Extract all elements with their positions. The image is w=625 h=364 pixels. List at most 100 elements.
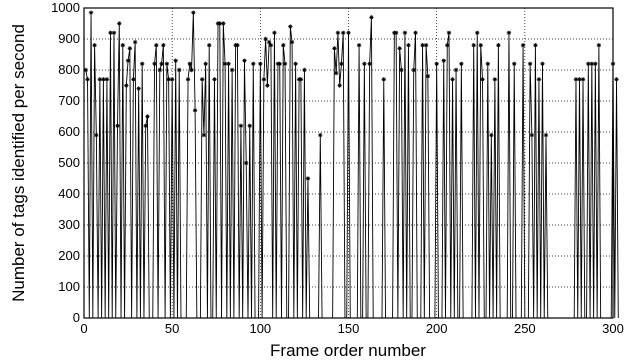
- data-point: [258, 61, 263, 66]
- data-point: [536, 77, 542, 82]
- data-point: [125, 58, 131, 63]
- data-point: [573, 77, 579, 82]
- data-point: [261, 77, 267, 82]
- data-point: [263, 36, 268, 42]
- data-point: [577, 77, 582, 82]
- data-point: [238, 123, 244, 128]
- data-point: [94, 132, 99, 138]
- data-point: [268, 43, 274, 48]
- data-point: [157, 67, 163, 73]
- data-point: [185, 77, 191, 82]
- data-point: [221, 21, 226, 26]
- data-point: [589, 61, 595, 66]
- data-point: [120, 43, 125, 48]
- data-point: [277, 61, 282, 66]
- data-point: [333, 70, 339, 76]
- data-point: [101, 77, 106, 82]
- x-tick-label: 200: [426, 321, 448, 336]
- data-point: [381, 77, 386, 82]
- data-point: [192, 108, 198, 113]
- x-tick-label: 250: [514, 321, 536, 336]
- data-point: [203, 61, 208, 66]
- y-tick-label: 500: [58, 155, 80, 170]
- data-point: [341, 30, 346, 35]
- data-point: [191, 10, 196, 15]
- data-point: [166, 77, 171, 82]
- data-point: [159, 61, 164, 66]
- data-point: [506, 30, 512, 35]
- data-point: [453, 67, 459, 73]
- data-point: [369, 15, 374, 20]
- data-point: [242, 58, 247, 63]
- y-tick-label: 200: [58, 248, 80, 263]
- data-point: [97, 77, 103, 82]
- y-tick-label: 1000: [51, 0, 80, 15]
- data-point: [229, 67, 235, 73]
- data-point: [289, 39, 295, 45]
- data-point: [614, 77, 619, 82]
- data-point: [108, 30, 113, 35]
- y-tick-label: 300: [58, 217, 80, 232]
- y-tick-label: 700: [58, 93, 80, 108]
- data-point: [104, 77, 110, 82]
- data-point: [222, 61, 228, 66]
- data-point: [136, 86, 141, 91]
- data-point: [177, 67, 182, 73]
- data-point: [367, 61, 372, 66]
- data-point: [423, 43, 429, 48]
- data-point: [161, 43, 166, 48]
- data-point: [496, 43, 501, 48]
- data-point: [244, 160, 249, 166]
- data-point: [293, 61, 298, 66]
- data-point: [337, 83, 342, 88]
- data-point: [282, 61, 288, 66]
- data-point: [189, 67, 194, 73]
- data-point: [413, 30, 418, 35]
- data-point: [397, 46, 402, 51]
- data-point: [139, 61, 145, 66]
- data-point: [206, 43, 212, 48]
- data-point: [85, 77, 90, 82]
- data-point: [173, 58, 178, 63]
- series-line: [85, 12, 619, 319]
- x-tick-label: 150: [338, 321, 360, 336]
- y-tick-label: 600: [58, 124, 80, 139]
- y-axis-ticks: 0 100 200 300 400 500 600 700 800 900 1000: [51, 0, 80, 325]
- data-point: [445, 43, 450, 48]
- x-tick-label: 50: [165, 321, 179, 336]
- data-point: [529, 132, 535, 138]
- data-point: [83, 67, 88, 73]
- data-point: [226, 61, 231, 66]
- data-point: [143, 123, 148, 128]
- data-point: [393, 30, 399, 35]
- data-point: [187, 61, 192, 66]
- y-axis-title: Number of tags identified per second: [9, 24, 28, 302]
- data-point: [145, 114, 150, 119]
- data-point: [471, 43, 476, 48]
- data-point: [117, 21, 122, 26]
- data-point: [356, 43, 362, 48]
- y-tick-label: 800: [58, 62, 80, 77]
- data-point: [251, 61, 256, 66]
- data-point: [298, 77, 304, 82]
- data-point: [332, 46, 337, 51]
- data-point: [406, 43, 411, 48]
- data-point: [533, 43, 538, 48]
- data-point: [302, 67, 307, 73]
- data-point: [266, 39, 272, 45]
- data-point: [527, 61, 533, 66]
- x-axis-title: Frame order number: [270, 341, 426, 360]
- y-tick-label: 400: [58, 186, 80, 201]
- data-point: [434, 61, 439, 66]
- data-point: [88, 10, 94, 15]
- data-point: [281, 43, 286, 48]
- y-tick-label: 100: [58, 279, 80, 294]
- data-point: [335, 30, 341, 35]
- data-point: [475, 30, 480, 35]
- data-point: [131, 77, 136, 82]
- data-point: [339, 61, 344, 66]
- data-point: [111, 30, 117, 35]
- data-point: [132, 39, 138, 45]
- data-point: [201, 132, 207, 138]
- data-point: [92, 43, 97, 48]
